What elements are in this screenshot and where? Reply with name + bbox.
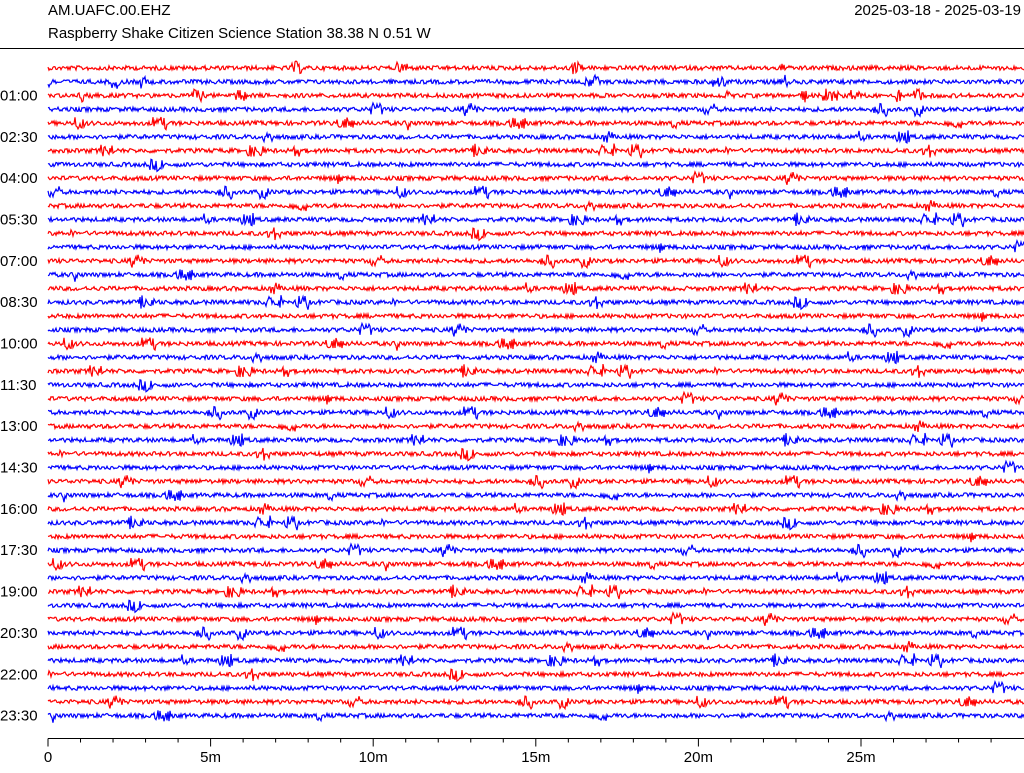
row-time-label: 05:30 <box>0 212 38 229</box>
date-range: 2025-03-18 - 2025-03-19 <box>854 2 1021 19</box>
trace <box>47 626 1024 642</box>
x-tick-label: 15m <box>521 749 550 766</box>
row-time-label: 07:00 <box>0 253 38 270</box>
x-tick-label: 20m <box>684 749 713 766</box>
row-time-label: 17:30 <box>0 542 38 559</box>
trace <box>47 583 1024 600</box>
trace <box>47 158 1024 173</box>
trace <box>47 668 1024 683</box>
trace <box>47 73 1024 89</box>
trace <box>47 363 1024 379</box>
trace <box>47 474 1024 490</box>
station-code: AM.UAFC.00.EHZ <box>48 2 171 19</box>
trace <box>47 611 1024 626</box>
trace <box>47 489 1024 503</box>
trace <box>47 199 1024 213</box>
trace <box>47 542 1024 559</box>
trace <box>47 709 1024 723</box>
row-time-label: 23:30 <box>0 708 38 725</box>
row-time-label: 14:30 <box>0 460 38 477</box>
trace <box>47 459 1024 474</box>
trace <box>47 294 1024 311</box>
trace <box>47 514 1024 531</box>
row-time-label: 19:00 <box>0 584 38 601</box>
row-time-label: 02:30 <box>0 129 38 146</box>
trace <box>47 502 1024 516</box>
trace <box>47 321 1024 339</box>
row-time-label: 16:00 <box>0 501 38 518</box>
x-tick-label: 10m <box>359 749 388 766</box>
trace <box>47 571 1024 585</box>
trace <box>47 432 1024 448</box>
trace <box>47 130 1024 144</box>
row-time-label: 20:30 <box>0 625 38 642</box>
row-time-label: 04:00 <box>0 170 38 187</box>
trace <box>47 60 1024 75</box>
trace <box>47 116 1024 131</box>
trace <box>47 405 1024 421</box>
station-subtitle: Raspberry Shake Citizen Science Station … <box>48 25 432 42</box>
x-tick-label: 5m <box>200 749 221 766</box>
trace <box>47 254 1024 270</box>
trace <box>47 420 1024 433</box>
trace <box>47 695 1024 711</box>
trace <box>47 532 1024 543</box>
x-tick-label: 0 <box>44 749 52 766</box>
trace <box>47 652 1024 669</box>
row-time-label: 13:00 <box>0 418 38 435</box>
trace <box>47 640 1024 654</box>
trace <box>47 350 1024 365</box>
trace <box>47 268 1024 282</box>
trace <box>47 239 1024 253</box>
row-time-label: 11:30 <box>0 377 36 394</box>
row-time-label: 01:00 <box>0 88 38 105</box>
trace <box>47 337 1024 352</box>
trace <box>47 390 1024 406</box>
trace <box>47 378 1024 393</box>
row-time-label: 22:00 <box>0 666 38 683</box>
trace <box>47 557 1024 572</box>
trace <box>47 170 1024 185</box>
trace <box>47 447 1024 462</box>
trace <box>47 227 1024 242</box>
trace <box>47 142 1024 159</box>
row-time-label: 10:00 <box>0 336 38 353</box>
trace <box>47 599 1024 614</box>
trace <box>47 281 1024 296</box>
row-time-label: 08:30 <box>0 294 38 311</box>
trace <box>47 211 1024 228</box>
trace <box>47 311 1024 322</box>
trace <box>47 185 1024 201</box>
x-tick-label: 25m <box>846 749 875 766</box>
trace <box>47 680 1024 694</box>
trace <box>47 87 1024 104</box>
trace <box>47 101 1024 118</box>
